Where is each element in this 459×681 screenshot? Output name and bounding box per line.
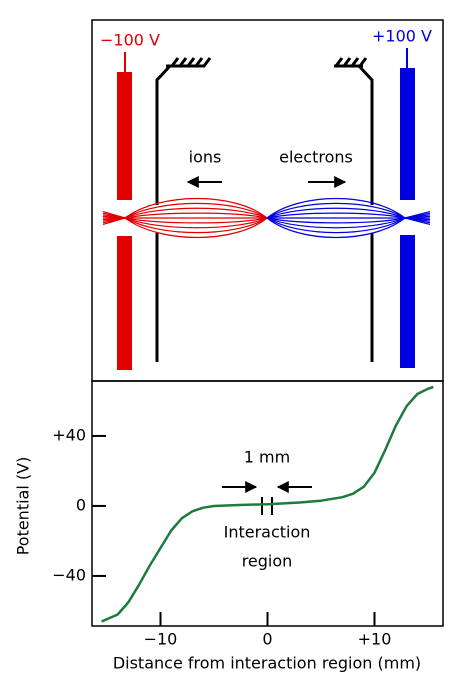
x-axis-label: Distance from interaction region (mm) <box>113 654 421 673</box>
grounded-plate <box>334 57 374 362</box>
ion-beam <box>102 217 268 234</box>
region-label: region <box>242 552 293 571</box>
ion-beam <box>102 202 268 219</box>
x-tick-label: +10 <box>358 630 392 649</box>
x-tick-label: 0 <box>262 630 272 649</box>
apparatus: −100 V +100 V ions electrons <box>100 27 432 370</box>
y-axis-label: Potential (V) <box>14 457 33 556</box>
ion-beam <box>102 217 268 238</box>
electrode <box>117 236 132 370</box>
top-panel <box>91 19 444 382</box>
electron-beam <box>266 217 431 234</box>
left-voltage: −100 V <box>100 31 160 50</box>
electrode <box>400 235 415 368</box>
electron-beam <box>266 207 431 219</box>
electron-beam <box>266 217 431 224</box>
ion-beam <box>102 207 268 219</box>
ion-beam <box>102 212 268 219</box>
electrode <box>117 72 132 200</box>
electron-beam <box>266 217 431 229</box>
ion-beam <box>102 217 268 229</box>
right-voltage: +100 V <box>372 27 432 46</box>
gap-label: 1 mm <box>244 448 290 467</box>
y-tick-label: −40 <box>52 565 86 584</box>
potential-curve <box>101 385 434 623</box>
electron-beam <box>266 212 431 219</box>
ion-beam <box>102 217 268 224</box>
y-tick-label: +40 <box>52 425 86 444</box>
electron-beam <box>266 217 431 238</box>
region-label: Interaction <box>224 523 311 542</box>
region-marks <box>261 497 273 515</box>
ions-label: ions <box>189 148 222 167</box>
y-tick-label: 0 <box>76 495 86 514</box>
electron-beam <box>266 202 431 219</box>
electrode <box>400 68 415 200</box>
grounded-plate <box>155 57 212 362</box>
electrons-label: electrons <box>279 148 353 167</box>
electron-beam <box>266 198 431 219</box>
x-tick-label: −10 <box>144 630 178 649</box>
ion-beam <box>102 198 268 219</box>
